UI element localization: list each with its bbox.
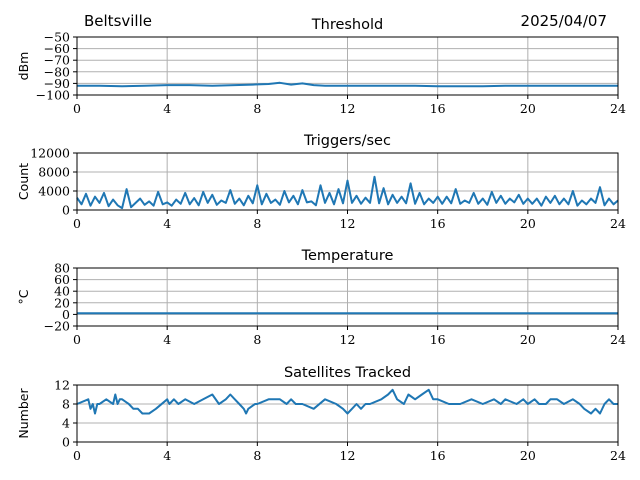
y-tick-label: 0 (62, 203, 70, 218)
triggers-series-line (76, 175, 619, 210)
x-tick-label: 0 (73, 216, 81, 231)
triggers-title: Triggers/sec (303, 133, 391, 149)
threshold-title: Threshold (311, 17, 383, 33)
x-tick-label: 16 (430, 216, 446, 231)
panel-triggers: 0 4 8 12 16 20 24 0 4000 8000 12000 Triggers/sec Cou… (16, 133, 626, 231)
satellites-ylabel: Number (16, 388, 31, 439)
x-tick-label: 8 (253, 216, 261, 231)
y-tick-label: 0 (62, 435, 70, 450)
x-tick-label: 12 (340, 101, 356, 116)
y-tick-label: 8000 (38, 165, 70, 180)
x-tick-label: 16 (430, 332, 446, 347)
threshold-series-line (77, 81, 618, 88)
panel-threshold: 0 4 8 12 16 20 24 −100−90−80−70−60−50 Threshold d… (16, 17, 626, 116)
y-tick-label: 4000 (38, 184, 70, 199)
y-tick-label: 8 (62, 397, 70, 412)
x-tick-label: 24 (610, 216, 626, 231)
x-tick-label: 20 (520, 448, 536, 463)
x-tick-label: 8 (253, 332, 261, 347)
x-tick-label: 20 (520, 101, 536, 116)
triggers-ylabel: Count (16, 163, 31, 200)
y-tick-label: −70 (44, 53, 70, 68)
y-tick-label: −20 (44, 319, 70, 334)
y-tick-label: −60 (44, 41, 70, 56)
panel-satellites: 0 4 8 12 16 20 24 0 4 8 12 Satellites Tracked Number (16, 365, 626, 463)
x-tick-label: 12 (340, 216, 356, 231)
x-tick-label: 12 (340, 332, 356, 347)
station-name: Beltsville (84, 12, 152, 30)
y-tick-label: −80 (44, 64, 70, 79)
threshold-ylabel: dBm (16, 52, 31, 81)
x-tick-label: 8 (253, 101, 261, 116)
x-tick-label: 20 (520, 332, 536, 347)
x-tick-label: 16 (430, 101, 446, 116)
x-tick-label: 4 (163, 448, 171, 463)
x-tick-label: 24 (610, 332, 626, 347)
x-tick-label: 0 (73, 332, 81, 347)
y-tick-label: −90 (44, 76, 70, 91)
y-tick-label: −50 (44, 30, 70, 45)
y-tick-label: 80 (54, 261, 70, 276)
x-tick-label: 4 (163, 332, 171, 347)
satellites-series-line (76, 388, 618, 415)
temperature-ylabel: °C (16, 289, 31, 304)
y-tick-label: 4 (62, 416, 70, 431)
y-tick-label: 40 (54, 284, 70, 299)
x-tick-label: 16 (430, 448, 446, 463)
satellites-title: Satellites Tracked (284, 365, 411, 381)
x-tick-label: 12 (340, 448, 356, 463)
y-tick-label: 12000 (30, 146, 70, 161)
y-tick-label: 0 (62, 307, 70, 322)
x-tick-label: 4 (163, 101, 171, 116)
x-tick-label: 24 (610, 448, 626, 463)
x-tick-label: 0 (73, 101, 81, 116)
y-tick-label: −100 (36, 88, 70, 103)
temperature-title: Temperature (301, 248, 394, 264)
x-tick-label: 20 (520, 216, 536, 231)
date-label: 2025/04/07 (520, 12, 607, 30)
x-tick-label: 24 (610, 101, 626, 116)
y-tick-label: 20 (54, 295, 70, 310)
y-tick-label: 12 (54, 378, 70, 393)
x-tick-label: 0 (73, 448, 81, 463)
x-tick-label: 4 (163, 216, 171, 231)
x-tick-label: 8 (253, 448, 261, 463)
y-tick-label: 60 (54, 272, 70, 287)
